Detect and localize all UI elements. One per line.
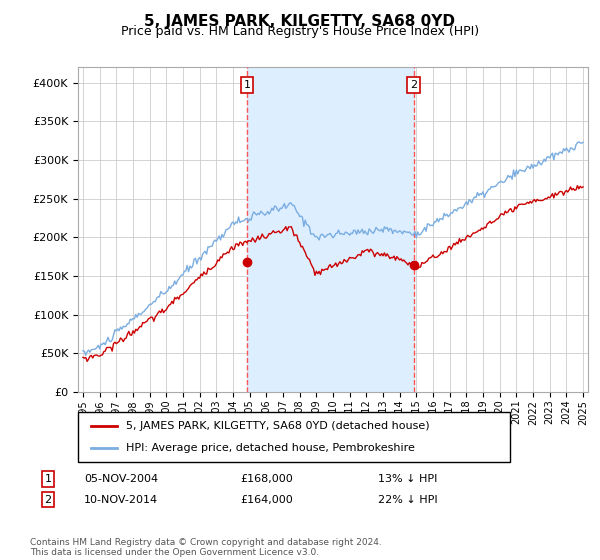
Text: £164,000: £164,000: [240, 494, 293, 505]
Text: 5, JAMES PARK, KILGETTY, SA68 0YD (detached house): 5, JAMES PARK, KILGETTY, SA68 0YD (detac…: [125, 421, 429, 431]
Text: 1: 1: [244, 80, 251, 90]
Text: Price paid vs. HM Land Registry's House Price Index (HPI): Price paid vs. HM Land Registry's House …: [121, 25, 479, 38]
Text: 22% ↓ HPI: 22% ↓ HPI: [378, 494, 437, 505]
Text: 2: 2: [44, 494, 52, 505]
Text: 2: 2: [410, 80, 418, 90]
Bar: [247, 67, 414, 392]
Text: 5, JAMES PARK, KILGETTY, SA68 0YD: 5, JAMES PARK, KILGETTY, SA68 0YD: [145, 14, 455, 29]
Text: 05-NOV-2004: 05-NOV-2004: [84, 474, 158, 484]
FancyBboxPatch shape: [78, 412, 510, 462]
Text: 1: 1: [44, 474, 52, 484]
Text: Contains HM Land Registry data © Crown copyright and database right 2024.
This d: Contains HM Land Registry data © Crown c…: [30, 538, 382, 557]
Text: £168,000: £168,000: [240, 474, 293, 484]
Text: 13% ↓ HPI: 13% ↓ HPI: [378, 474, 437, 484]
Text: 10-NOV-2014: 10-NOV-2014: [84, 494, 158, 505]
Text: HPI: Average price, detached house, Pembrokeshire: HPI: Average price, detached house, Pemb…: [125, 443, 415, 453]
